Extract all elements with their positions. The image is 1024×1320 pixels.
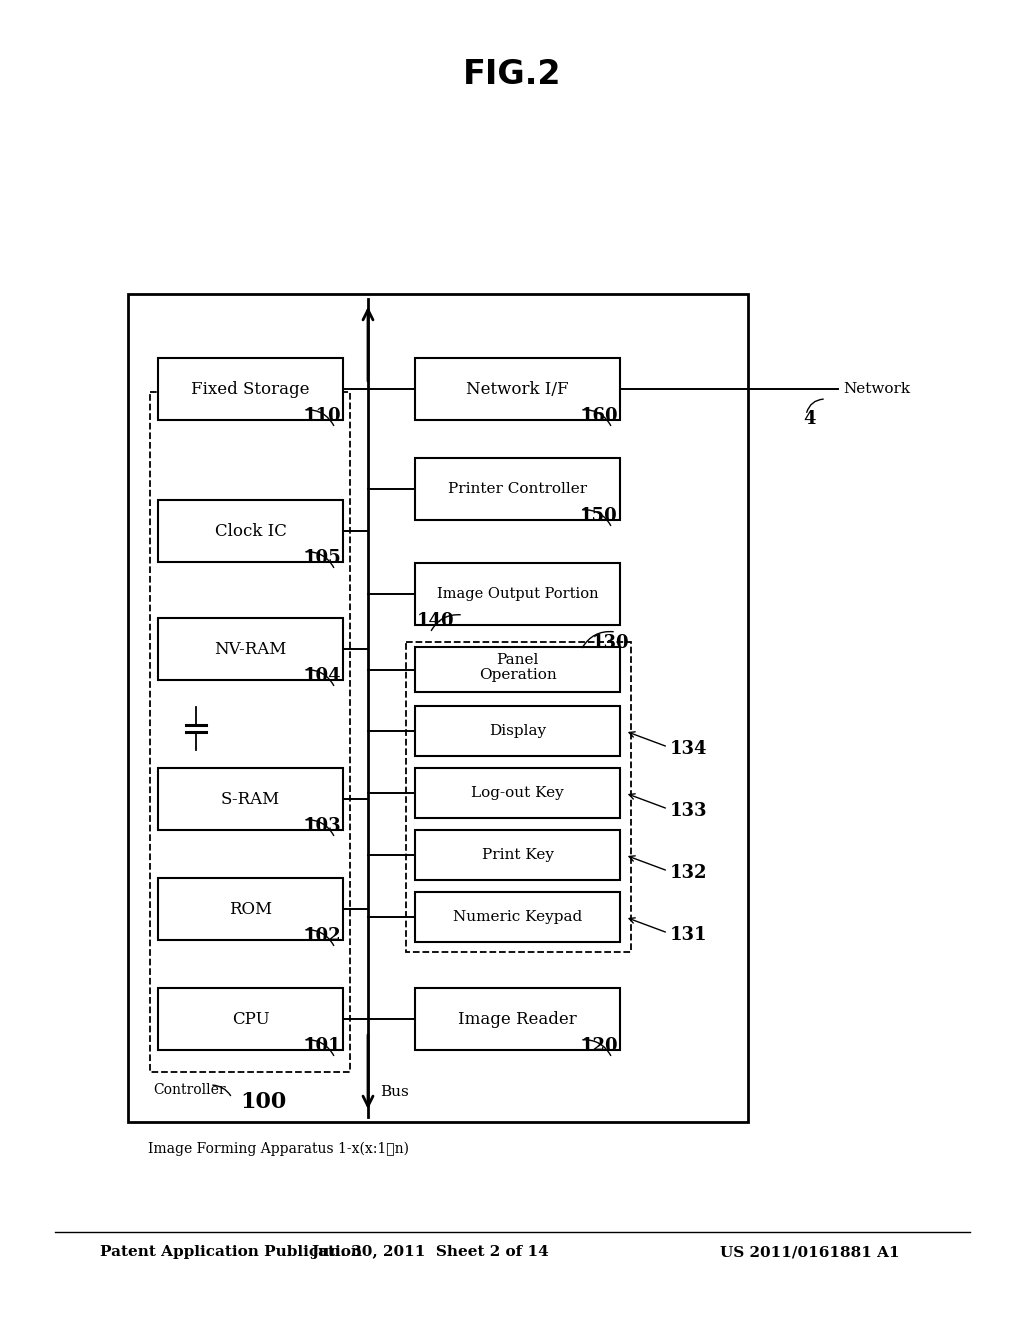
Bar (158, 768, 343, 830)
Text: Image Output Portion: Image Output Portion (436, 587, 598, 601)
Bar (158, 358, 343, 420)
Bar (415, 830, 620, 880)
Text: Bus: Bus (380, 1085, 409, 1100)
Text: 100: 100 (240, 1092, 287, 1113)
Bar (415, 892, 620, 942)
Text: Operation: Operation (478, 668, 556, 682)
Bar (406, 642, 631, 952)
Bar (158, 618, 343, 680)
Text: Clock IC: Clock IC (215, 523, 287, 540)
Bar (128, 294, 748, 1122)
Text: 120: 120 (581, 1038, 618, 1055)
Text: Fixed Storage: Fixed Storage (191, 380, 309, 397)
Text: Image Reader: Image Reader (458, 1011, 577, 1027)
Bar (158, 878, 343, 940)
Text: Print Key: Print Key (481, 847, 554, 862)
Text: 160: 160 (581, 407, 618, 425)
Bar (415, 564, 620, 624)
Text: 101: 101 (303, 1038, 341, 1055)
Text: 150: 150 (581, 507, 618, 525)
Text: Panel: Panel (497, 652, 539, 667)
Text: Display: Display (488, 723, 546, 738)
Text: 131: 131 (670, 927, 708, 944)
Bar (158, 987, 343, 1049)
Text: Network I/F: Network I/F (466, 380, 568, 397)
Text: 4: 4 (803, 411, 815, 428)
Text: 130: 130 (592, 634, 629, 652)
Bar (415, 458, 620, 520)
Bar (415, 358, 620, 420)
Text: Log-out Key: Log-out Key (471, 785, 564, 800)
Bar (158, 500, 343, 562)
Text: ROM: ROM (229, 900, 272, 917)
Bar (415, 987, 620, 1049)
Text: US 2011/0161881 A1: US 2011/0161881 A1 (720, 1245, 900, 1259)
Text: 133: 133 (670, 803, 708, 820)
Bar (415, 647, 620, 692)
Text: Numeric Keypad: Numeric Keypad (453, 909, 582, 924)
Text: 140: 140 (417, 612, 455, 630)
Text: NV-RAM: NV-RAM (214, 640, 287, 657)
Text: CPU: CPU (231, 1011, 269, 1027)
Text: 104: 104 (303, 667, 341, 685)
Text: S-RAM: S-RAM (221, 791, 281, 808)
Bar (415, 768, 620, 818)
Text: Jun. 30, 2011  Sheet 2 of 14: Jun. 30, 2011 Sheet 2 of 14 (311, 1245, 549, 1259)
Text: 102: 102 (303, 927, 341, 945)
Text: 132: 132 (670, 865, 708, 882)
Bar (150, 392, 350, 1072)
Text: 105: 105 (303, 549, 341, 568)
Text: 134: 134 (670, 741, 708, 758)
Text: Patent Application Publication: Patent Application Publication (100, 1245, 362, 1259)
Text: 103: 103 (303, 817, 341, 836)
Text: FIG.2: FIG.2 (463, 58, 561, 91)
Text: Image Forming Apparatus 1-x(x:1∾n): Image Forming Apparatus 1-x(x:1∾n) (148, 1142, 409, 1156)
Text: Printer Controller: Printer Controller (447, 482, 587, 496)
Text: Network: Network (843, 381, 910, 396)
Text: 110: 110 (303, 407, 341, 425)
Text: Controller: Controller (153, 1082, 225, 1097)
Bar (415, 706, 620, 756)
